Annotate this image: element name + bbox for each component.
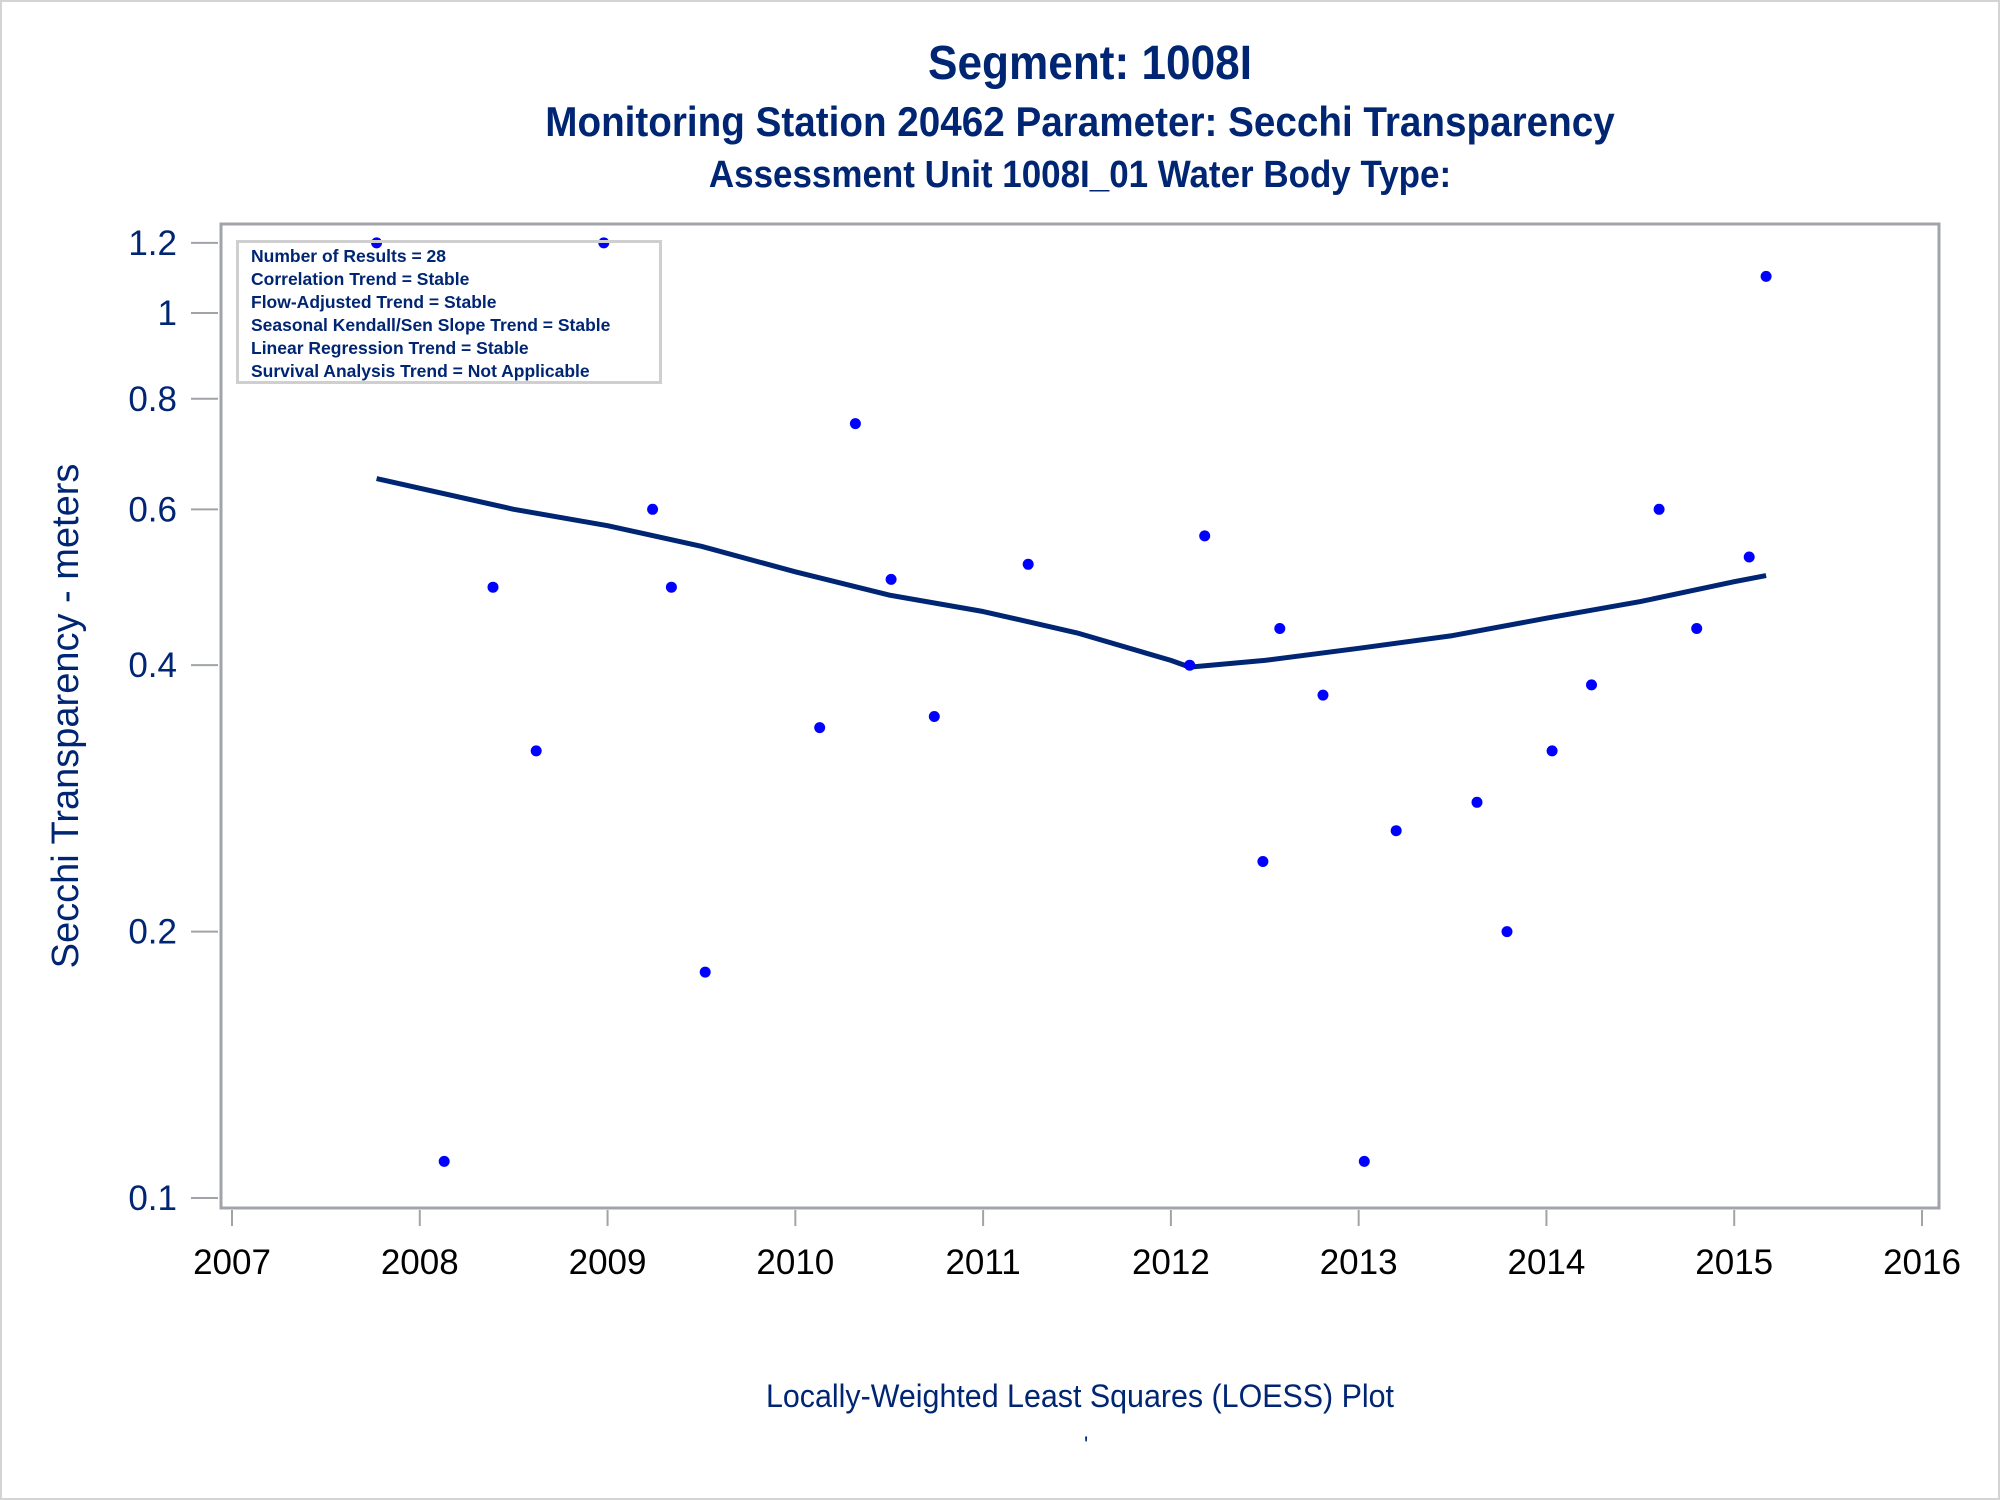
x-tick-label: 2011 xyxy=(945,1243,1020,1282)
loess-fit-line xyxy=(376,476,1767,670)
data-point xyxy=(1390,825,1402,837)
chart-title: Segment: 1008I xyxy=(928,37,1252,90)
data-point xyxy=(1743,551,1755,563)
trend-stats-box: Number of Results = 28 Correlation Trend… xyxy=(236,240,662,384)
data-point xyxy=(1274,623,1286,634)
y-tick-label: 0.1 xyxy=(128,1179,177,1218)
y-tick-label: 0.2 xyxy=(128,913,177,952)
data-point xyxy=(1586,679,1597,691)
x-tick-label: 2015 xyxy=(1695,1243,1773,1282)
data-point xyxy=(1501,926,1513,938)
data-point xyxy=(1184,659,1196,671)
data-point xyxy=(530,745,542,757)
plot-frame xyxy=(219,222,1941,1210)
x-tick-label: 2016 xyxy=(1883,1243,1961,1282)
x-tick-label: 2014 xyxy=(1508,1243,1586,1282)
y-tick-label: 0.6 xyxy=(128,490,177,529)
stat-survival-analysis-trend: Survival Analysis Trend = Not Applicable xyxy=(251,361,590,381)
data-point xyxy=(814,722,826,734)
data-point xyxy=(1257,856,1269,867)
stat-seasonal-kendall-trend: Seasonal Kendall/Sen Slope Trend = Stabl… xyxy=(251,315,611,335)
x-tick-label: 2012 xyxy=(1132,1243,1210,1282)
y-tick-label: 1 xyxy=(158,294,177,333)
data-point xyxy=(1653,503,1665,515)
data-point xyxy=(1546,745,1558,757)
chart-subtitle-assessment: Assessment Unit 1008I_01 Water Body Type… xyxy=(708,154,1452,196)
stat-number-of-results: Number of Results = 28 xyxy=(251,246,446,266)
data-point xyxy=(1358,1155,1370,1167)
data-point xyxy=(849,418,861,430)
data-point xyxy=(1317,689,1329,701)
data-point xyxy=(647,503,659,515)
y-tick-label: 0.8 xyxy=(128,380,177,419)
data-point xyxy=(1760,270,1772,282)
data-point xyxy=(1471,796,1483,808)
stat-correlation-trend: Correlation Trend = Stable xyxy=(251,269,470,289)
data-point xyxy=(1199,530,1211,542)
caption-mark: ' xyxy=(1084,1432,1089,1457)
y-axis-title: Secchi Transparency - meters xyxy=(45,464,87,969)
stat-flow-adjusted-trend: Flow-Adjusted Trend = Stable xyxy=(251,292,497,312)
data-point xyxy=(438,1155,450,1167)
plot-caption: Locally-Weighted Least Squares (LOESS) P… xyxy=(765,1378,1395,1414)
data-point xyxy=(487,581,499,593)
chart-subtitle-station: Monitoring Station 20462 Parameter: Secc… xyxy=(545,98,1615,145)
stat-linear-regression-trend: Linear Regression Trend = Stable xyxy=(251,338,529,358)
x-tick-label: 2007 xyxy=(193,1243,271,1282)
y-tick-label: 1.2 xyxy=(128,224,177,263)
x-tick-label: 2009 xyxy=(569,1243,647,1282)
x-tick-label: 2008 xyxy=(381,1243,459,1282)
data-point xyxy=(699,966,711,978)
data-point xyxy=(665,581,677,593)
data-point xyxy=(1022,558,1034,570)
x-tick-label: 2010 xyxy=(756,1243,834,1282)
data-point xyxy=(928,711,940,722)
data-point xyxy=(885,573,897,585)
data-point xyxy=(1691,623,1703,634)
y-tick-label: 0.4 xyxy=(128,646,177,685)
x-tick-label: 2013 xyxy=(1320,1243,1398,1282)
